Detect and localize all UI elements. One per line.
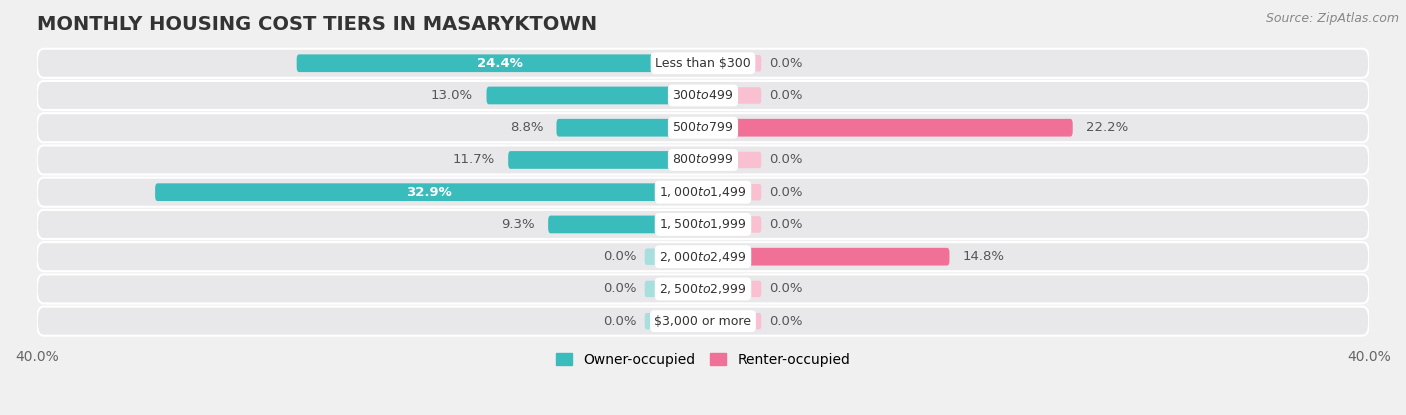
Text: $1,500 to $1,999: $1,500 to $1,999 <box>659 217 747 232</box>
Text: 22.2%: 22.2% <box>1085 121 1128 134</box>
FancyBboxPatch shape <box>37 178 1369 207</box>
FancyBboxPatch shape <box>37 145 1369 174</box>
FancyBboxPatch shape <box>557 119 703 137</box>
FancyBboxPatch shape <box>37 113 1369 142</box>
Text: 0.0%: 0.0% <box>603 283 637 295</box>
FancyBboxPatch shape <box>703 87 761 104</box>
Text: 0.0%: 0.0% <box>769 186 803 199</box>
FancyBboxPatch shape <box>645 249 703 265</box>
FancyBboxPatch shape <box>703 184 761 200</box>
Text: Less than $300: Less than $300 <box>655 57 751 70</box>
Text: 0.0%: 0.0% <box>769 283 803 295</box>
Text: 0.0%: 0.0% <box>769 89 803 102</box>
Legend: Owner-occupied, Renter-occupied: Owner-occupied, Renter-occupied <box>550 347 856 372</box>
Text: 14.8%: 14.8% <box>963 250 1005 263</box>
FancyBboxPatch shape <box>37 210 1369 239</box>
Text: 0.0%: 0.0% <box>769 218 803 231</box>
FancyBboxPatch shape <box>703 281 761 297</box>
FancyBboxPatch shape <box>703 216 761 233</box>
FancyBboxPatch shape <box>645 313 703 330</box>
FancyBboxPatch shape <box>155 183 703 201</box>
FancyBboxPatch shape <box>703 152 761 168</box>
Text: 8.8%: 8.8% <box>509 121 543 134</box>
FancyBboxPatch shape <box>703 248 949 266</box>
Text: $800 to $999: $800 to $999 <box>672 154 734 166</box>
FancyBboxPatch shape <box>645 281 703 297</box>
Text: 0.0%: 0.0% <box>769 154 803 166</box>
Text: $2,000 to $2,499: $2,000 to $2,499 <box>659 250 747 264</box>
FancyBboxPatch shape <box>486 87 703 104</box>
Text: MONTHLY HOUSING COST TIERS IN MASARYKTOWN: MONTHLY HOUSING COST TIERS IN MASARYKTOW… <box>37 15 598 34</box>
Text: 24.4%: 24.4% <box>477 57 523 70</box>
Text: 13.0%: 13.0% <box>432 89 474 102</box>
Text: 0.0%: 0.0% <box>769 315 803 328</box>
FancyBboxPatch shape <box>37 274 1369 303</box>
Text: Source: ZipAtlas.com: Source: ZipAtlas.com <box>1265 12 1399 25</box>
Text: $300 to $499: $300 to $499 <box>672 89 734 102</box>
Text: 0.0%: 0.0% <box>603 315 637 328</box>
FancyBboxPatch shape <box>37 242 1369 271</box>
Text: 11.7%: 11.7% <box>453 154 495 166</box>
Text: 0.0%: 0.0% <box>603 250 637 263</box>
Text: $3,000 or more: $3,000 or more <box>655 315 751 328</box>
FancyBboxPatch shape <box>37 49 1369 78</box>
FancyBboxPatch shape <box>703 55 761 71</box>
FancyBboxPatch shape <box>548 215 703 233</box>
Text: $500 to $799: $500 to $799 <box>672 121 734 134</box>
Text: $1,000 to $1,499: $1,000 to $1,499 <box>659 185 747 199</box>
FancyBboxPatch shape <box>37 307 1369 336</box>
FancyBboxPatch shape <box>297 54 703 72</box>
Text: 9.3%: 9.3% <box>501 218 534 231</box>
Text: 0.0%: 0.0% <box>769 57 803 70</box>
FancyBboxPatch shape <box>508 151 703 169</box>
FancyBboxPatch shape <box>703 119 1073 137</box>
FancyBboxPatch shape <box>703 313 761 330</box>
Text: $2,500 to $2,999: $2,500 to $2,999 <box>659 282 747 296</box>
Text: 32.9%: 32.9% <box>406 186 451 199</box>
FancyBboxPatch shape <box>37 81 1369 110</box>
